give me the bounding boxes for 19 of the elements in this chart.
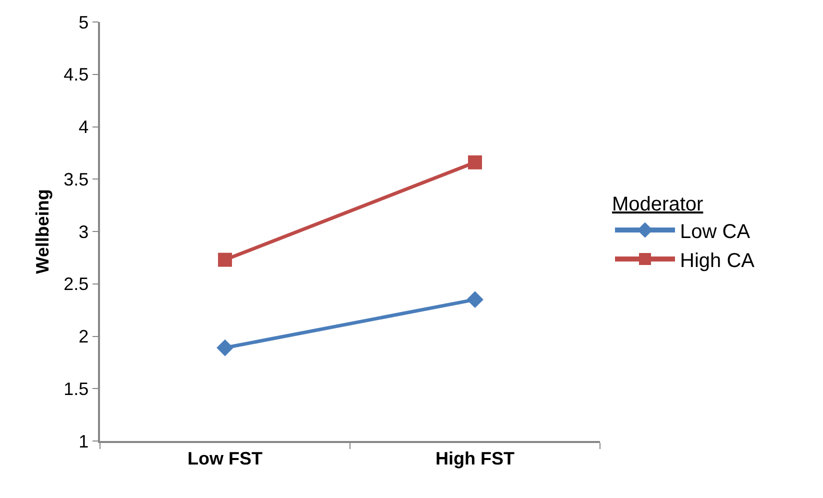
legend-label: High CA bbox=[680, 250, 756, 272]
y-tick-label: 2 bbox=[78, 326, 89, 347]
y-tick-label: 5 bbox=[78, 12, 89, 32]
y-tick-label: 4 bbox=[78, 117, 89, 138]
y-tick-label: 2.5 bbox=[64, 274, 89, 294]
y-tick-label: 1.5 bbox=[64, 378, 89, 399]
legend-label: Low CA bbox=[680, 220, 751, 243]
x-tick-label: High FST bbox=[436, 448, 514, 468]
point bbox=[468, 155, 482, 170]
legend-title: Moderator bbox=[612, 194, 704, 216]
y-tick-label: 1 bbox=[78, 431, 89, 452]
y-tick-label: 3.5 bbox=[64, 169, 89, 190]
point bbox=[466, 291, 484, 308]
point bbox=[216, 339, 234, 356]
y-tick-label: 4.5 bbox=[64, 64, 89, 85]
y-axis-title: Wellbeing bbox=[32, 189, 52, 274]
x-tick-label: Low FST bbox=[188, 448, 262, 468]
y-tick-label: 3 bbox=[78, 222, 89, 242]
point bbox=[218, 252, 232, 267]
